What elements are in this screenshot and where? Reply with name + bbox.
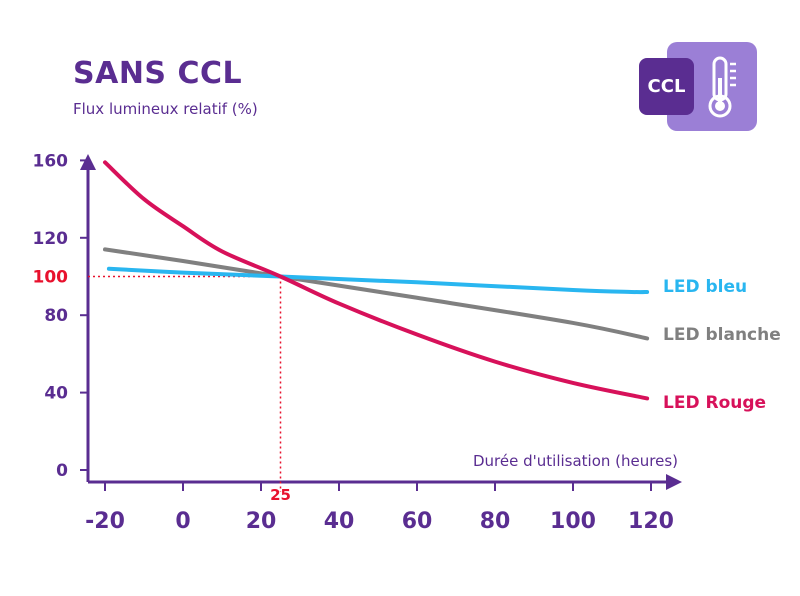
y-axis-arrow [80, 154, 96, 170]
x-axis-title: Durée d'utilisation (heures) [473, 452, 678, 470]
x-axis-arrow [666, 474, 682, 490]
x-tick-label: 40 [324, 509, 355, 534]
legend-label-led-blanche: LED blanche [663, 325, 781, 345]
x-tick-label: 100 [550, 509, 596, 534]
x-tick-label: 20 [246, 509, 277, 534]
y-tick-label: 0 [56, 461, 68, 481]
reference-y-label: 100 [33, 268, 69, 288]
badge-ccl-label: CCL [639, 58, 694, 115]
x-tick-label: 80 [480, 509, 511, 534]
legend-label-led-rouge: LED Rouge [663, 393, 766, 413]
y-tick-label: 80 [44, 306, 68, 326]
y-tick-label: 40 [44, 384, 68, 404]
y-tick-label: 160 [33, 151, 69, 171]
series-line-led-blanche [103, 247, 650, 341]
legend-label-led-bleu: LED bleu [663, 277, 747, 297]
thermometer-icon [708, 56, 736, 118]
y-tick-label: 120 [33, 229, 69, 249]
y-axis-title: Flux lumineux relatif (%) [73, 100, 258, 118]
series-line-led-bleu [106, 266, 650, 295]
x-tick-label: 60 [402, 509, 433, 534]
x-tick-label: 120 [628, 509, 674, 534]
series-line-led-rouge [103, 160, 650, 401]
ccl-badge: CCL [639, 42, 757, 131]
reference-x-label: 25 [270, 486, 291, 504]
x-tick-label: 0 [175, 509, 190, 534]
x-tick-label: -20 [85, 509, 125, 534]
chart-title: SANS CCL [73, 56, 243, 91]
